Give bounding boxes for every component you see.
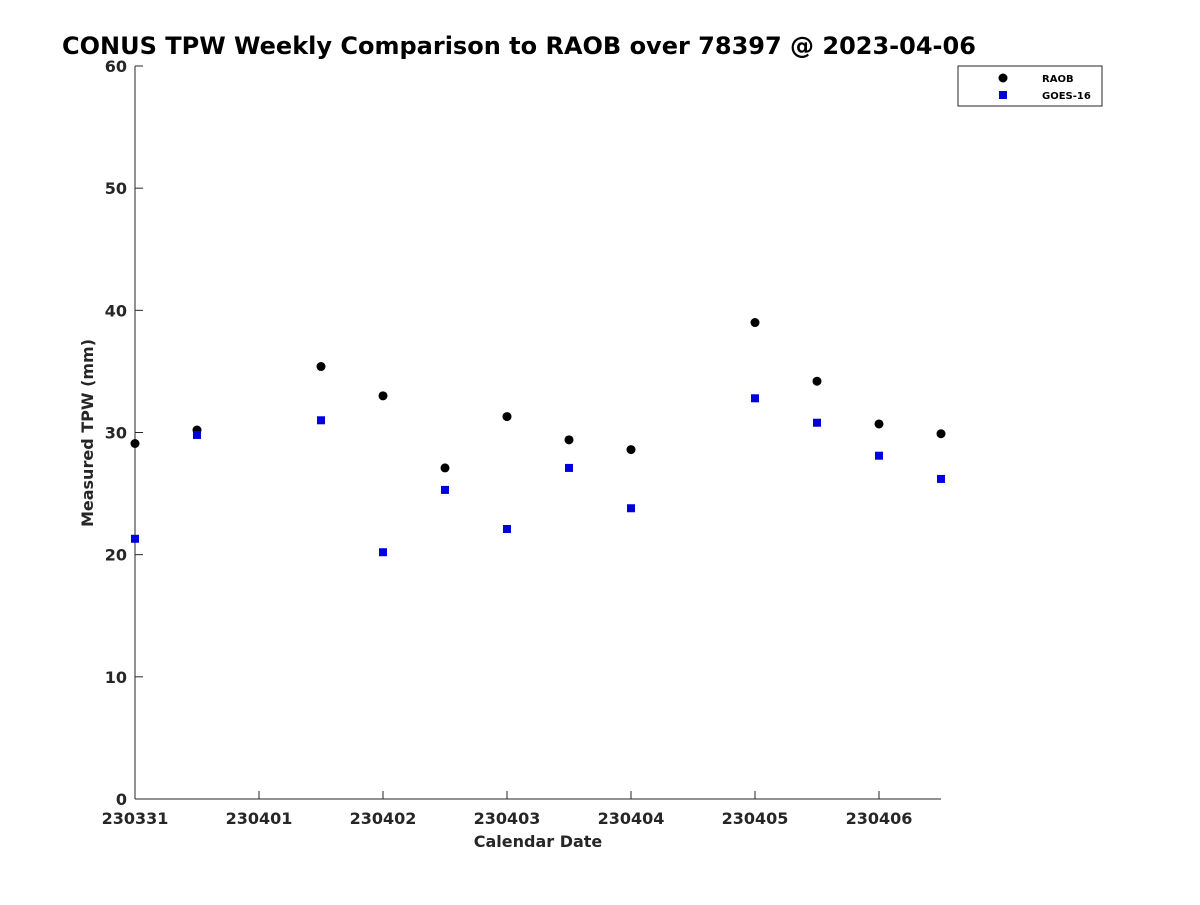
goes-16-point [565, 463, 573, 472]
y-tick-label: 30 [105, 424, 127, 443]
raob-point [750, 318, 760, 328]
y-tick-label: 60 [105, 57, 127, 76]
data-marks [130, 318, 946, 557]
legend: RAOB GOES-16 [957, 65, 1103, 107]
x-tick-label: 230402 [350, 809, 417, 828]
series-raob [130, 318, 946, 473]
raob-point [502, 412, 512, 422]
x-tick-label: 230404 [598, 809, 665, 828]
goes-16-point [937, 474, 945, 483]
y-tick-label: 0 [116, 790, 127, 809]
x-tick-label: 230331 [102, 809, 169, 828]
legend-marker-0 [998, 73, 1008, 83]
goes-16-point [379, 548, 387, 557]
legend-label: RAOB [1042, 74, 1074, 85]
raob-point [812, 376, 822, 386]
raob-point [440, 463, 450, 473]
y-tick-label: 10 [105, 668, 127, 687]
x-tick-label: 230401 [226, 809, 293, 828]
raob-point [316, 362, 326, 372]
legend-label: GOES-16 [1042, 91, 1091, 102]
x-tick-label: 230406 [846, 809, 913, 828]
y-axis-label: Measured TPW (mm) [78, 339, 97, 527]
raob-point [936, 429, 946, 439]
raob-point [874, 419, 884, 429]
raob-point [564, 435, 574, 445]
goes-16-point [627, 504, 635, 513]
axes: 0 10 20 30 40 50 60 230331 230401 230402 230403 230… [102, 57, 941, 828]
x-tick-label: 230405 [722, 809, 789, 828]
raob-point [626, 445, 636, 455]
legend-marker-1 [999, 91, 1007, 99]
goes-16-point [441, 485, 449, 494]
goes-16-point [193, 430, 201, 439]
series-goes-16 [131, 394, 945, 557]
goes-16-point [317, 416, 325, 425]
goes-16-point [813, 418, 821, 427]
y-tick-label: 50 [105, 179, 127, 198]
chart-title: CONUS TPW Weekly Comparison to RAOB over… [62, 32, 976, 60]
goes-16-point [875, 451, 883, 460]
goes-16-point [751, 394, 759, 403]
y-tick-label: 20 [105, 546, 127, 565]
x-tick-label: 230403 [474, 809, 541, 828]
goes-16-point [131, 534, 139, 543]
raob-point [378, 391, 388, 401]
x-axis-label: Calendar Date [474, 832, 603, 851]
raob-point [130, 438, 140, 448]
y-tick-label: 40 [105, 301, 127, 320]
goes-16-point [503, 525, 511, 534]
legend-box [957, 65, 1103, 107]
